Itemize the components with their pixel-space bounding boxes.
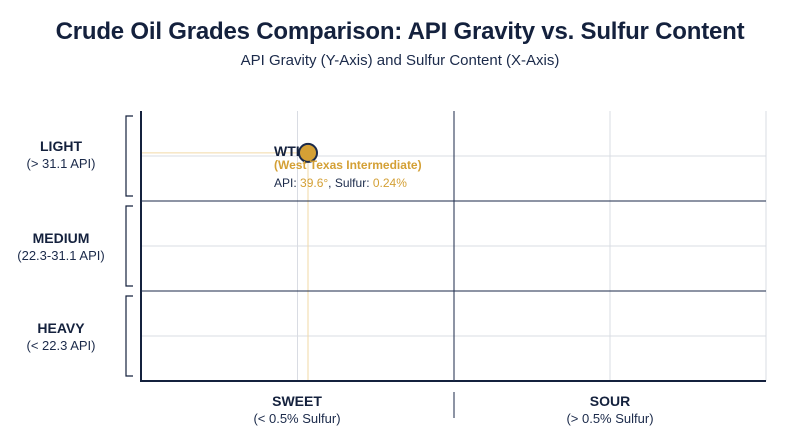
y-category-name: MEDIUM xyxy=(32,230,90,246)
x-category-range: (> 0.5% Sulfur) xyxy=(566,411,654,426)
chart-subtitle: API Gravity (Y-Axis) and Sulfur Content … xyxy=(240,52,560,69)
y-category-range: (> 31.1 API) xyxy=(26,156,96,171)
sulfur-label: , Sulfur: xyxy=(328,176,373,190)
api-value: 39.6° xyxy=(300,176,329,190)
row-bracket-1 xyxy=(125,205,133,287)
y-category-heavy: HEAVY (< 22.3 API) xyxy=(0,320,122,354)
row-brackets xyxy=(125,115,133,377)
y-category-light: LIGHT (> 31.1 API) xyxy=(0,138,122,172)
point-label-wti: WTI xyxy=(274,143,300,159)
y-category-range: (22.3-31.1 API) xyxy=(17,248,105,263)
x-category-sweet: SWEET (< 0.5% Sulfur) xyxy=(147,392,447,428)
data-points xyxy=(141,142,318,381)
sulfur-value: 0.24% xyxy=(372,176,407,190)
x-category-range: (< 0.5% Sulfur) xyxy=(253,411,341,426)
point-detail-wti: API: 39.6°, Sulfur: 0.24% xyxy=(274,176,407,190)
point-fullname-wti: (West Texas Intermediate) xyxy=(274,158,422,172)
chart-title: Crude Oil Grades Comparison: API Gravity… xyxy=(55,18,745,45)
row-bracket-2 xyxy=(125,295,133,377)
row-bracket-0 xyxy=(125,115,133,197)
y-category-name: LIGHT xyxy=(40,138,82,154)
x-category-name: SWEET xyxy=(272,393,322,409)
api-label: API: xyxy=(274,176,301,190)
x-category-sour: SOUR (> 0.5% Sulfur) xyxy=(460,392,760,428)
x-category-name: SOUR xyxy=(589,393,631,409)
data-point-wti xyxy=(298,142,318,163)
y-category-medium: MEDIUM (22.3-31.1 API) xyxy=(0,230,122,264)
y-category-range: (< 22.3 API) xyxy=(26,338,96,353)
y-category-name: HEAVY xyxy=(37,320,85,336)
